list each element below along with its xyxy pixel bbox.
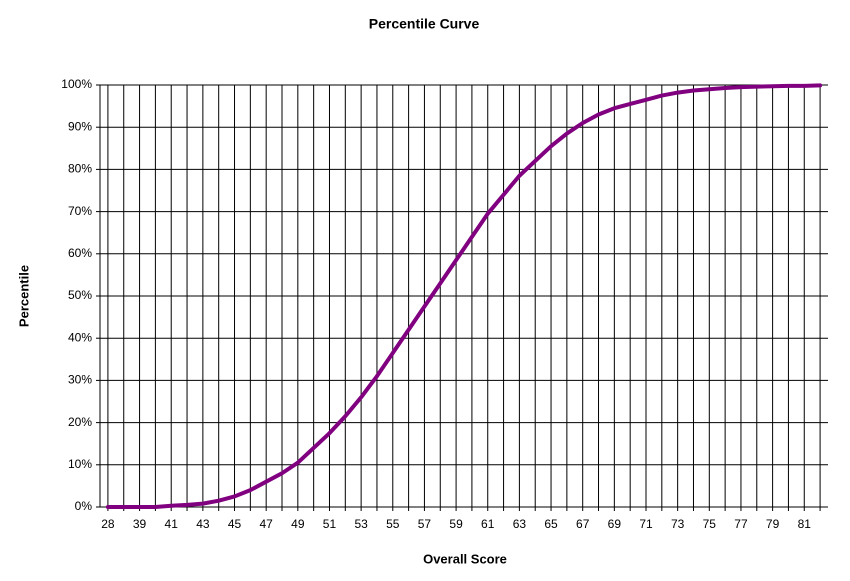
x-tick-label: 45 <box>228 517 242 531</box>
x-tick-label: 69 <box>608 517 622 531</box>
x-tick-label: 81 <box>798 517 812 531</box>
x-tick-label: 59 <box>449 517 463 531</box>
x-tick-label: 61 <box>481 517 495 531</box>
x-tick-label: 39 <box>133 517 147 531</box>
x-tick-label: 73 <box>671 517 685 531</box>
x-axis-label: Overall Score <box>423 551 507 566</box>
y-tick-label: 0% <box>75 499 93 513</box>
x-tick-label: 79 <box>766 517 780 531</box>
y-tick-label: 70% <box>68 204 92 218</box>
y-tick-label: 40% <box>68 330 92 344</box>
x-tick-label: 57 <box>418 517 432 531</box>
x-tick-label: 67 <box>576 517 590 531</box>
data-line <box>105 83 823 509</box>
x-tick-label: 43 <box>196 517 210 531</box>
x-tick-label: 65 <box>544 517 558 531</box>
y-tick-label: 60% <box>68 246 92 260</box>
x-tick-label: 51 <box>323 517 337 531</box>
x-tick-label: 47 <box>259 517 273 531</box>
x-tick-label: 71 <box>639 517 653 531</box>
y-tick-label: 50% <box>68 288 92 302</box>
chart-title: Percentile Curve <box>369 16 480 32</box>
y-tick-label: 90% <box>68 119 92 133</box>
y-tick-label: 30% <box>68 373 92 387</box>
y-axis-label: Percentile <box>16 265 31 327</box>
x-tick-label: 55 <box>386 517 400 531</box>
x-tick-label: 28 <box>101 517 115 531</box>
y-tick-label: 20% <box>68 415 92 429</box>
y-tick-label: 10% <box>68 457 92 471</box>
x-tick-label: 49 <box>291 517 305 531</box>
x-tick-label: 63 <box>513 517 527 531</box>
x-tick-label: 53 <box>354 517 368 531</box>
x-tick-label: 77 <box>734 517 748 531</box>
y-tick-label: 80% <box>68 162 92 176</box>
x-tick-label: 75 <box>703 517 717 531</box>
x-tick-label: 41 <box>165 517 179 531</box>
y-tick-label: 100% <box>61 77 92 91</box>
